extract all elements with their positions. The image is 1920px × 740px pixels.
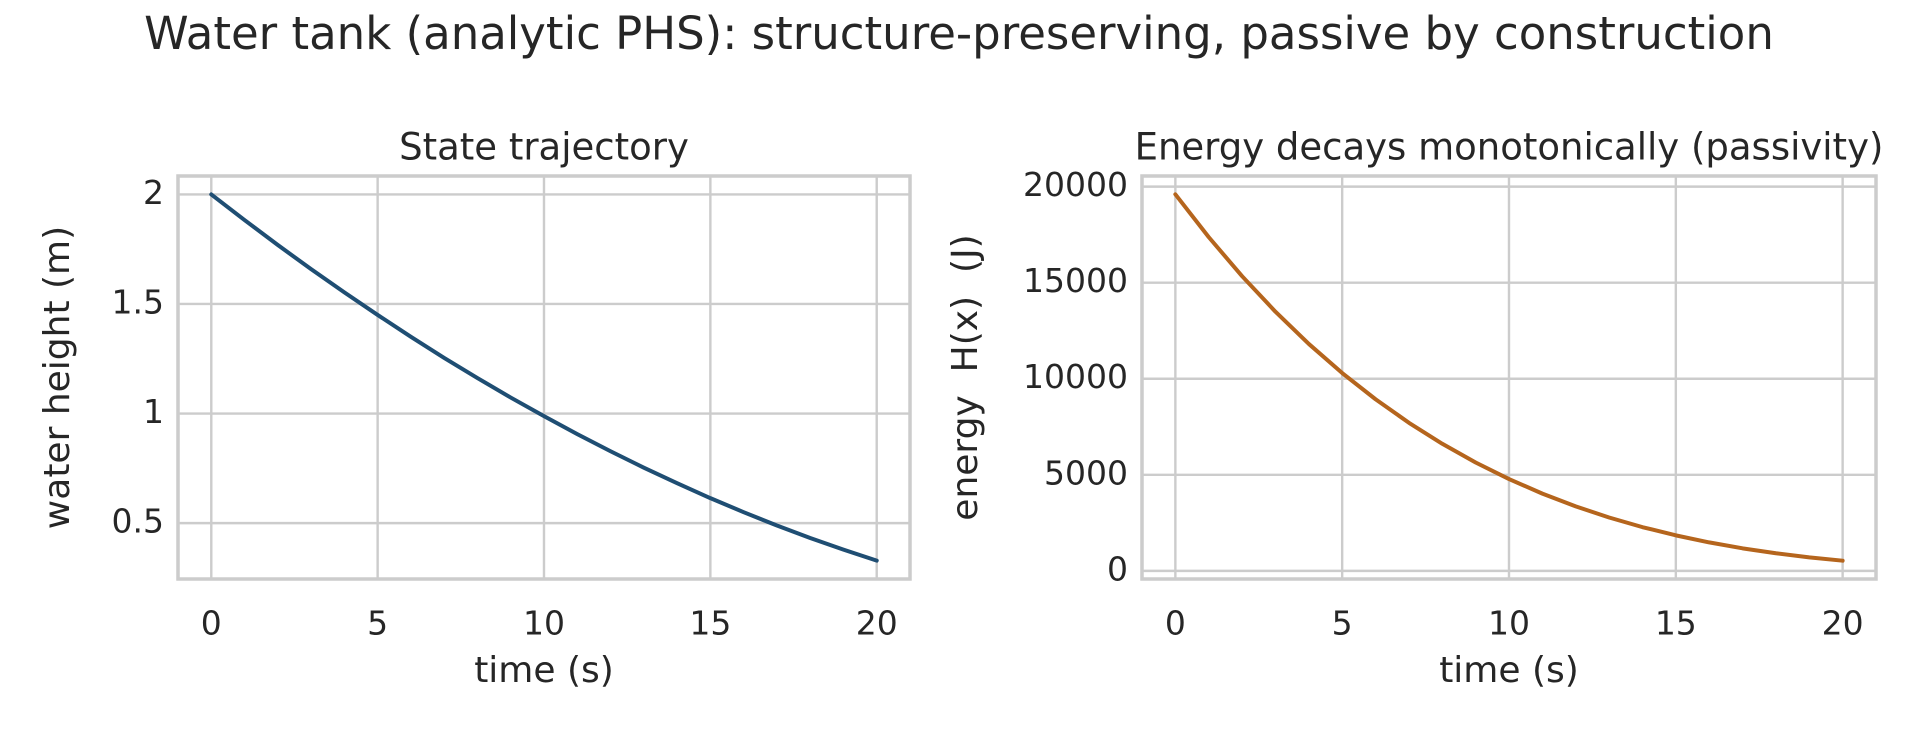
axes-frame	[176, 174, 912, 581]
x-tick-label: 20	[856, 604, 898, 643]
x-tick-label: 20	[1822, 604, 1864, 643]
y-tick-label: 0	[1107, 549, 1128, 588]
y-axis-label: water height (m)	[37, 226, 78, 529]
x-tick-label: 10	[523, 604, 565, 643]
x-tick-label: 10	[1488, 604, 1530, 643]
x-tick-label: 15	[689, 604, 731, 643]
data-line	[209, 192, 879, 563]
y-tick-label: 5000	[1044, 453, 1128, 492]
y-tick-label: 0.5	[112, 502, 164, 541]
x-tick-label: 0	[1165, 604, 1186, 643]
y-tick-label: 1.5	[112, 282, 164, 321]
y-tick-label: 10000	[1023, 357, 1128, 396]
figure-title: Water tank (analytic PHS): structure-pre…	[144, 7, 1774, 60]
x-tick-label: 15	[1655, 604, 1697, 643]
x-tick-label: 5	[1332, 604, 1353, 643]
y-tick-label: 20000	[1023, 165, 1128, 204]
x-axis-label: time (s)	[474, 650, 614, 691]
y-tick-label: 1	[143, 392, 164, 431]
subplot-title: Energy decays monotonically (passivity)	[1135, 126, 1884, 169]
x-axis-label: time (s)	[1439, 650, 1579, 691]
y-axis-label: energy H(x) (J)	[945, 234, 986, 520]
y-tick-label: 2	[143, 173, 164, 212]
x-tick-label: 5	[367, 604, 388, 643]
data-line	[1173, 192, 1845, 563]
y-tick-label: 15000	[1023, 261, 1128, 300]
subplot-title: State trajectory	[399, 126, 689, 169]
axes-frame	[1140, 174, 1878, 581]
x-tick-label: 0	[201, 604, 222, 643]
